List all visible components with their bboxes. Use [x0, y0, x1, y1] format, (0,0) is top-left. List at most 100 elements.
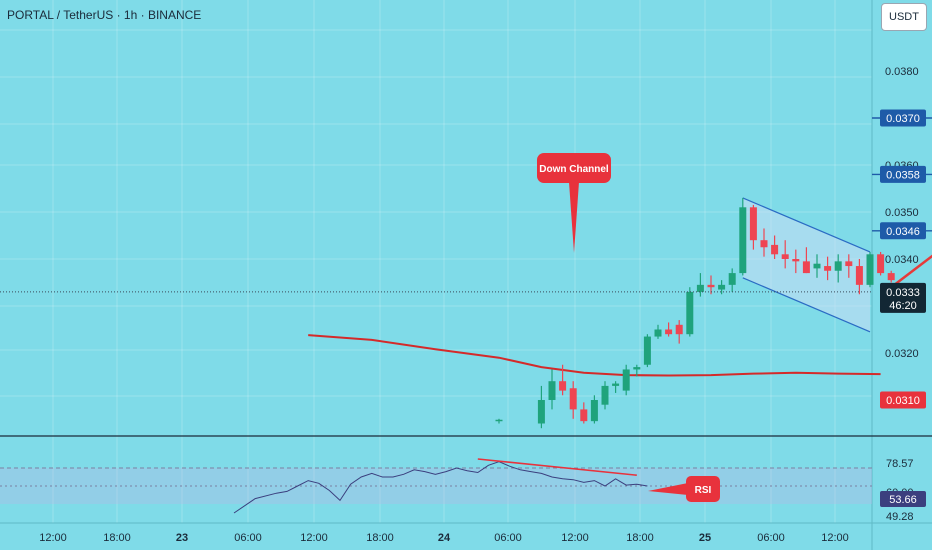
candle-body	[580, 409, 588, 422]
time-tick-label: 06:00	[494, 532, 522, 544]
current-price-value: 0.0333	[886, 287, 920, 299]
price-tick-label: 0.0320	[885, 348, 919, 360]
rsi-callout-pointer	[648, 483, 688, 495]
candle-body	[855, 266, 863, 285]
time-tick-label: 23	[176, 532, 188, 544]
time-tick-label: 12:00	[821, 532, 849, 544]
price-tick-label: 0.0380	[885, 66, 919, 78]
candle-body	[760, 240, 768, 248]
candle-bull	[654, 324, 662, 339]
candle-body	[749, 207, 757, 241]
current-price-tag-bg	[880, 282, 926, 313]
candle-body	[813, 263, 821, 269]
rsi-callout-box	[686, 476, 720, 502]
candle-body	[887, 273, 895, 281]
candle-bear	[580, 402, 588, 424]
candle-bull	[866, 251, 874, 288]
candle-bear	[855, 259, 863, 295]
candle-body	[590, 400, 598, 422]
time-tick-label: 25	[699, 532, 711, 544]
candle-body	[559, 381, 567, 391]
rsi-level-label: 49.28	[886, 511, 914, 523]
ema-tag: 0.0310	[886, 395, 920, 407]
candle-bull	[834, 254, 842, 283]
level-tag-bg	[880, 222, 926, 240]
candle-body	[728, 273, 736, 285]
candle-body	[686, 291, 694, 335]
candle-bull	[728, 268, 736, 292]
candle-bull	[633, 364, 641, 377]
candle-bear	[802, 247, 810, 274]
time-tick-label: 12:00	[300, 532, 328, 544]
candle-body	[495, 419, 503, 422]
candle-body	[824, 266, 832, 271]
channel-upper-line	[742, 197, 871, 253]
time-tick-label: 18:00	[103, 532, 131, 544]
rsi-line	[233, 461, 648, 514]
time-tick-label: 18:00	[626, 532, 654, 544]
candle-body	[802, 261, 810, 274]
candle-bull	[537, 385, 545, 429]
candle-body	[792, 259, 800, 262]
ema-line	[308, 334, 881, 377]
candle-body	[718, 284, 726, 290]
candle-bull	[813, 254, 821, 278]
rsi-callout	[648, 476, 720, 502]
callout-box	[537, 153, 611, 183]
candle-bear	[887, 270, 895, 283]
level-tag: 0.0346	[886, 226, 920, 238]
symbol-title[interactable]: PORTAL / TetherUS · 1h · BINANCE	[7, 8, 202, 22]
candle-bear	[781, 240, 789, 269]
candle-body	[654, 329, 662, 337]
price-tick-label: 0.0350	[885, 207, 919, 219]
level-tag: 0.0370	[886, 113, 920, 125]
candle-bull	[601, 381, 609, 410]
candle-body	[675, 324, 683, 335]
candle-bull	[643, 334, 651, 368]
candle-bull	[739, 197, 747, 276]
time-tick-label: 06:00	[234, 532, 262, 544]
candle-bear	[665, 322, 673, 337]
candle-bear	[569, 381, 577, 419]
level-tag-bg	[880, 109, 926, 127]
candle-bull	[548, 369, 556, 410]
ema-tag-bg	[880, 391, 926, 409]
candle-bull	[495, 418, 503, 424]
candle-bull	[718, 280, 726, 295]
candle-bull	[686, 287, 694, 337]
candle-bull	[622, 364, 630, 396]
level-tag-bg	[880, 165, 926, 183]
currency-button[interactable]: USDT	[881, 3, 927, 31]
candle-body	[537, 400, 545, 424]
time-tick-label: 12:00	[39, 532, 67, 544]
candle-bear	[559, 364, 567, 396]
candle-body	[845, 261, 853, 267]
candle-bear	[749, 204, 757, 250]
candle-body	[643, 336, 651, 365]
time-tick-label: 12:00	[561, 532, 589, 544]
candle-bear	[760, 228, 768, 257]
candle-bear	[771, 235, 779, 259]
candle-body	[633, 367, 641, 370]
rsi-label: RSI	[695, 485, 712, 496]
candle-body	[771, 244, 779, 255]
candle-body	[612, 383, 620, 386]
down-channel-label: Down Channel	[539, 164, 609, 175]
candle-body	[781, 254, 789, 259]
candle-bull	[590, 395, 598, 424]
callout-pointer	[569, 182, 579, 253]
time-tick-label: 18:00	[366, 532, 394, 544]
candle-bear	[707, 275, 715, 295]
candle-body	[569, 388, 577, 410]
level-tag: 0.0358	[886, 169, 920, 181]
candle-bear	[675, 320, 683, 344]
channel-lower-line	[742, 277, 871, 333]
candle-body	[866, 254, 874, 285]
candle-body	[739, 207, 747, 274]
candle-bear	[824, 256, 832, 281]
down-channel-callout	[537, 153, 611, 253]
time-tick-label: 06:00	[757, 532, 785, 544]
candle-body	[665, 329, 673, 335]
candle-body	[707, 284, 715, 288]
